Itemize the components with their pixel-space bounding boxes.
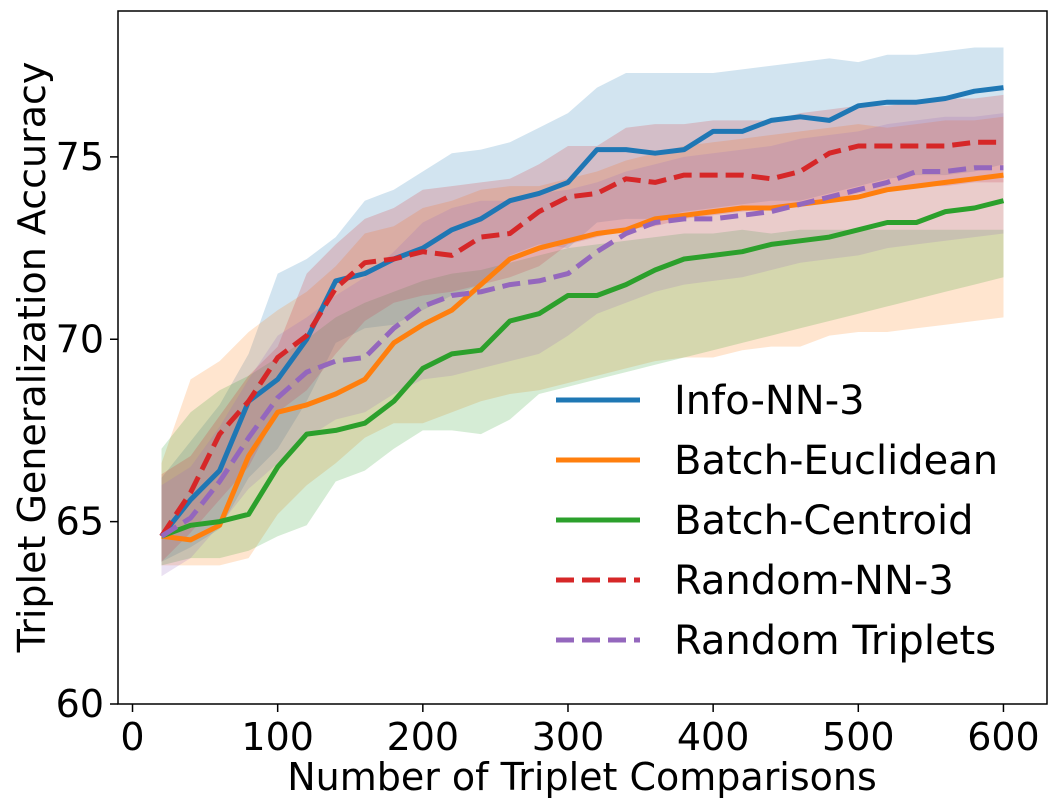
- x-tick-label: 200: [387, 715, 460, 759]
- series-lines: [159, 85, 1005, 543]
- x-tick-label: 500: [822, 715, 895, 759]
- band-info-nn-3: [161, 47, 1004, 562]
- y-axis-ticks: 60 65 70 75: [56, 135, 118, 726]
- y-tick-label: 75: [56, 135, 104, 179]
- legend-label-random-triplets: Random Triplets: [674, 618, 996, 664]
- y-tick-label: 60: [56, 682, 104, 726]
- y-axis-label: Triplet Generalization Accuracy: [10, 62, 54, 654]
- line-info-nn-3: [159, 85, 1004, 538]
- band-batch-centroid: [161, 229, 1004, 566]
- confidence-bands: [161, 47, 1004, 577]
- x-tick-label: 300: [532, 715, 605, 759]
- x-axis-label: Number of Triplet Comparisons: [287, 755, 877, 799]
- legend: Info-NN-3 Batch-Euclidean Batch-Centroid Ra…: [556, 378, 998, 664]
- x-tick-label: 0: [120, 715, 144, 759]
- x-tick-label: 400: [677, 715, 750, 759]
- line-random-nn-3: [159, 139, 1004, 538]
- legend-label-batch-euclidean: Batch-Euclidean: [674, 438, 998, 484]
- band-random-nn-3: [161, 94, 1004, 562]
- legend-label-random-nn-3: Random-NN-3: [674, 558, 954, 604]
- legend-label-batch-centroid: Batch-Centroid: [674, 498, 974, 544]
- x-axis-ticks: 0 100 200 300 400 500 600: [120, 704, 1040, 759]
- band-batch-euclidean: [161, 116, 1004, 566]
- line-batch-centroid: [160, 198, 1005, 539]
- y-tick-label: 70: [56, 317, 104, 361]
- plot-frame: [117, 10, 1048, 705]
- line-batch-euclidean: [161, 172, 1004, 543]
- line-random-triplets: [160, 165, 1004, 539]
- legend-label-info-nn-3: Info-NN-3: [674, 378, 865, 424]
- x-tick-label: 100: [241, 715, 314, 759]
- band-random-triplets: [161, 113, 1004, 577]
- x-tick-label: 600: [967, 715, 1040, 759]
- y-tick-label: 65: [56, 500, 104, 544]
